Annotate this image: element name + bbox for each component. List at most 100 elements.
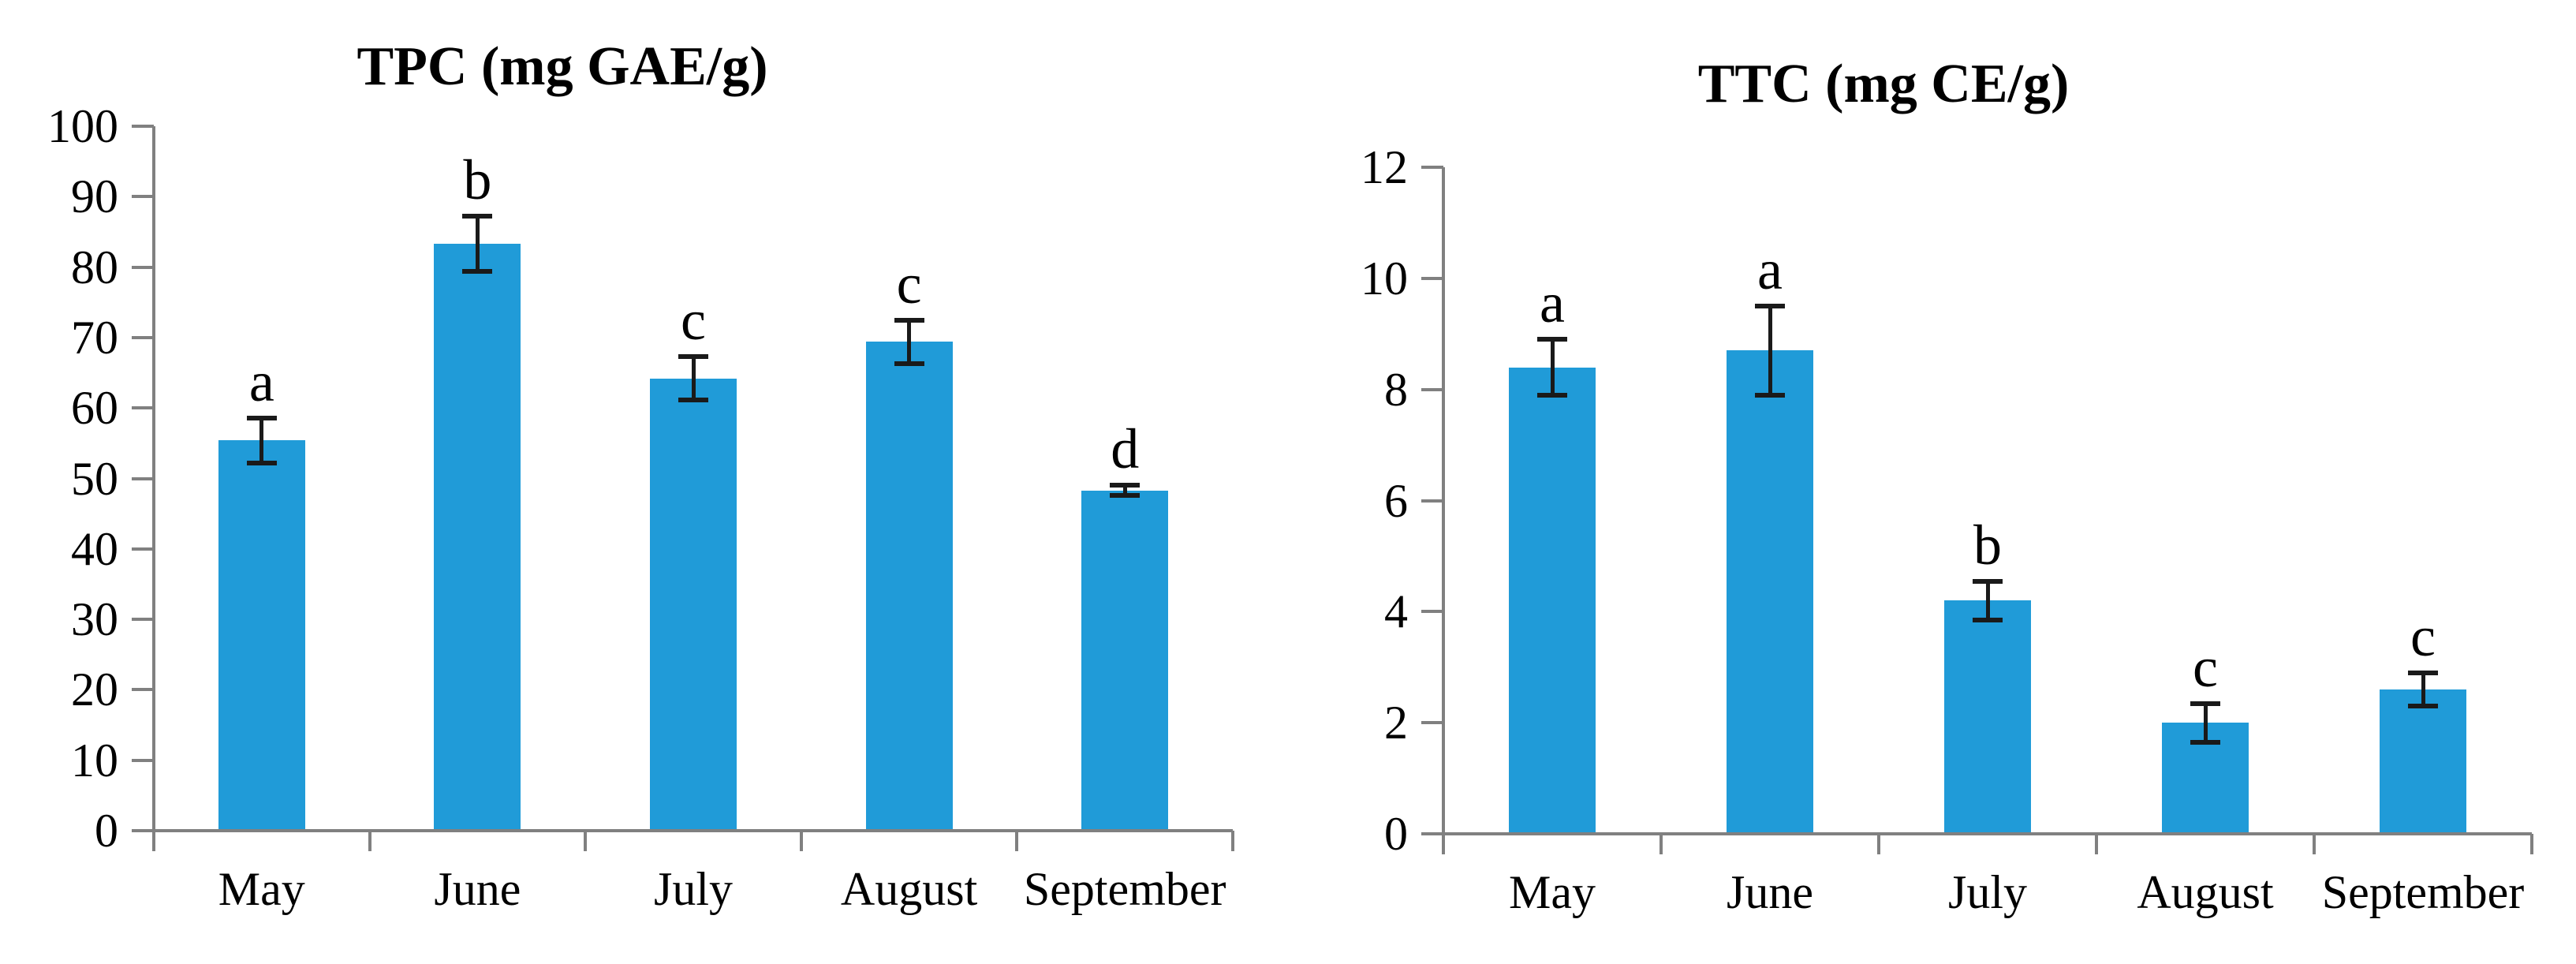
y-axis-tick: [132, 618, 154, 622]
x-axis-tick: [368, 831, 371, 851]
y-axis-tick: [132, 265, 154, 269]
error-bar-cap-bottom: [2190, 739, 2220, 745]
chart-title-tpc: TPC (mg GAE/g): [357, 36, 768, 97]
x-category-label: August: [840, 863, 978, 915]
y-axis-tick: [132, 406, 154, 410]
error-bar-cap-bottom: [462, 268, 493, 274]
x-axis-tick: [1231, 831, 1234, 851]
error-bar-cap-top: [1973, 578, 2003, 584]
y-tick-label: 60: [71, 382, 118, 435]
y-axis-tick: [132, 547, 154, 551]
x-category-label: August: [2137, 866, 2274, 918]
error-bar-cap-top: [2190, 701, 2220, 706]
error-bar-cap-top: [1537, 337, 1567, 342]
x-category-label: May: [218, 863, 305, 915]
y-tick-label: 40: [71, 522, 118, 575]
bar-july: [650, 378, 737, 831]
y-tick-label: 2: [1384, 697, 1408, 749]
x-axis-tick: [584, 831, 588, 851]
y-axis-line: [152, 126, 155, 851]
significance-letter: c: [681, 289, 706, 353]
error-bar-cap-top: [894, 317, 924, 323]
y-tick-label: 70: [71, 311, 118, 364]
y-tick-label: 100: [47, 100, 118, 152]
y-axis-tick: [132, 125, 154, 128]
y-axis-tick: [1421, 721, 1443, 725]
significance-letter: a: [248, 349, 274, 413]
y-tick-label: 90: [71, 170, 118, 223]
y-tick-label: 12: [1361, 141, 1408, 193]
x-axis-tick: [1877, 834, 1880, 854]
x-category-label: May: [1509, 866, 1596, 918]
x-axis-tick: [2530, 834, 2533, 854]
error-bar-stem: [259, 417, 264, 463]
error-bar-stem: [1122, 485, 1127, 495]
x-category-label: July: [1947, 866, 2028, 918]
chart-title-ttc: TTC (mg CE/g): [1697, 54, 2070, 114]
significance-letter: c: [2410, 604, 2436, 668]
error-bar-stem: [1550, 339, 1555, 395]
y-tick-label: 30: [71, 593, 118, 646]
error-bar-cap-bottom: [1537, 392, 1567, 398]
error-bar-stem: [1768, 306, 1772, 395]
y-tick-label: 10: [1361, 252, 1408, 305]
y-tick-label: 20: [71, 663, 118, 716]
x-category-label: September: [2321, 866, 2525, 918]
y-tick-label: 10: [71, 734, 118, 787]
bar-august: [865, 342, 953, 831]
y-axis-tick: [1421, 387, 1443, 391]
significance-letter: c: [2193, 635, 2218, 699]
x-category-label: July: [653, 863, 734, 915]
x-category-label: June: [434, 863, 521, 915]
y-axis-tick: [132, 476, 154, 480]
x-axis-tick: [2095, 834, 2098, 854]
y-axis-tick: [1421, 610, 1443, 614]
significance-letter: a: [1757, 238, 1783, 302]
error-bar-cap-bottom: [1755, 392, 1785, 398]
bar-june: [434, 244, 521, 831]
x-category-label: June: [1727, 866, 1813, 918]
error-bar-cap-bottom: [1973, 617, 2003, 622]
bar-may: [218, 440, 305, 831]
y-axis-tick: [132, 335, 154, 339]
error-bar-cap-top: [246, 415, 277, 420]
error-bar-cap-bottom: [678, 398, 708, 403]
x-category-label: September: [1023, 863, 1226, 915]
error-bar-cap-top: [1110, 483, 1141, 488]
y-axis-tick: [132, 195, 154, 199]
x-axis-line: [1421, 832, 2532, 835]
y-axis-tick: [132, 758, 154, 762]
error-bar-stem: [475, 216, 480, 271]
error-bar-cap-bottom: [1110, 492, 1141, 498]
y-axis-tick: [1421, 276, 1443, 280]
y-axis-tick: [1421, 166, 1443, 169]
y-axis-tick: [132, 688, 154, 692]
y-tick-label: 6: [1384, 474, 1408, 527]
error-bar-cap-bottom: [246, 460, 277, 465]
bar-july: [1944, 600, 2031, 834]
significance-letter: a: [1540, 271, 1565, 335]
error-bar-stem: [2203, 703, 2208, 742]
x-axis-tick: [2313, 834, 2316, 854]
x-axis-tick: [1659, 834, 1663, 854]
y-tick-label: 0: [1384, 808, 1408, 860]
error-bar-stem: [2421, 672, 2425, 707]
y-tick-label: 8: [1384, 363, 1408, 416]
error-bar-cap-bottom: [2408, 704, 2438, 709]
y-tick-label: 0: [95, 805, 118, 857]
y-tick-label: 4: [1384, 585, 1408, 638]
error-bar-stem: [1985, 581, 1990, 620]
bar-september: [1081, 490, 1169, 831]
significance-letter: b: [463, 148, 492, 212]
y-tick-label: 80: [71, 241, 118, 293]
error-bar-cap-top: [678, 354, 708, 359]
y-axis-line: [1442, 167, 1445, 854]
error-bar-cap-bottom: [894, 361, 924, 366]
x-axis-tick: [799, 831, 803, 851]
error-bar-stem: [691, 357, 696, 401]
error-bar-cap-top: [1755, 304, 1785, 309]
x-axis-line: [132, 829, 1233, 832]
significance-letter: b: [1973, 513, 2002, 577]
x-axis-tick: [1015, 831, 1019, 851]
